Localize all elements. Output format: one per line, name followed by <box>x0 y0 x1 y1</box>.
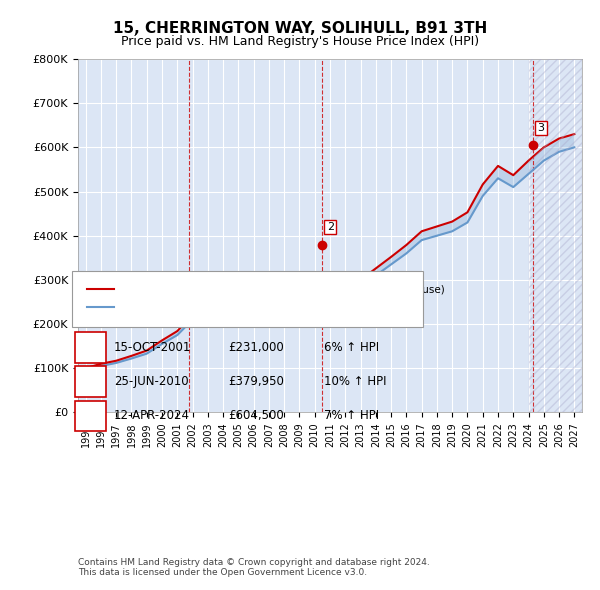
Text: 15, CHERRINGTON WAY, SOLIHULL, B91 3TH (detached house): 15, CHERRINGTON WAY, SOLIHULL, B91 3TH (… <box>120 284 445 294</box>
Text: 25-JUN-2010: 25-JUN-2010 <box>114 375 188 388</box>
Text: 15-OCT-2001: 15-OCT-2001 <box>114 341 191 354</box>
Text: 1: 1 <box>194 288 201 298</box>
Text: 6% ↑ HPI: 6% ↑ HPI <box>324 341 379 354</box>
Text: Contains HM Land Registry data © Crown copyright and database right 2024.
This d: Contains HM Land Registry data © Crown c… <box>78 558 430 577</box>
Text: 12-APR-2024: 12-APR-2024 <box>114 409 190 422</box>
Text: HPI: Average price, detached house, Solihull: HPI: Average price, detached house, Soli… <box>120 302 351 312</box>
Text: 2: 2 <box>86 375 95 388</box>
Text: 3: 3 <box>538 123 544 133</box>
Text: 3: 3 <box>86 409 95 422</box>
Text: 2: 2 <box>326 222 334 232</box>
Text: £379,950: £379,950 <box>228 375 284 388</box>
Text: £231,000: £231,000 <box>228 341 284 354</box>
Text: 7% ↑ HPI: 7% ↑ HPI <box>324 409 379 422</box>
Text: 1: 1 <box>86 341 95 354</box>
Text: £604,500: £604,500 <box>228 409 284 422</box>
Text: 10% ↑ HPI: 10% ↑ HPI <box>324 375 386 388</box>
Text: 15, CHERRINGTON WAY, SOLIHULL, B91 3TH: 15, CHERRINGTON WAY, SOLIHULL, B91 3TH <box>113 21 487 35</box>
Text: Price paid vs. HM Land Registry's House Price Index (HPI): Price paid vs. HM Land Registry's House … <box>121 35 479 48</box>
